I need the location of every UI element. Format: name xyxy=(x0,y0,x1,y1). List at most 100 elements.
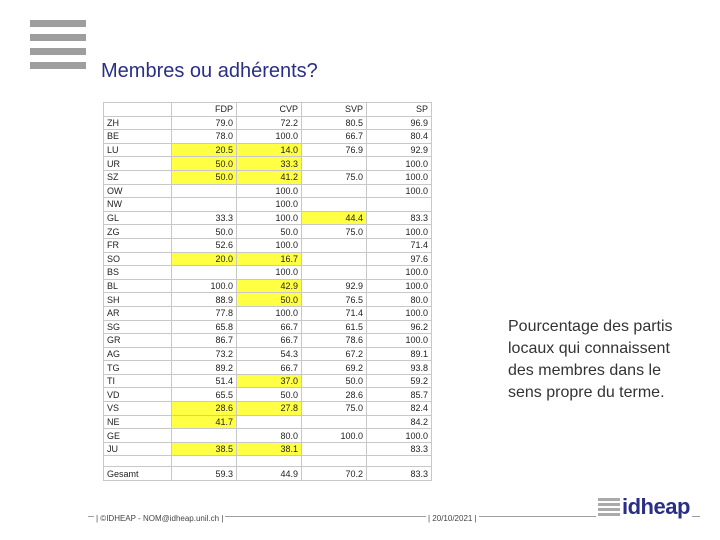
value-cell xyxy=(171,197,237,212)
value-cell xyxy=(236,414,302,430)
value-cell: 100.0 xyxy=(301,428,367,443)
value-cell: 73.2 xyxy=(171,346,237,362)
canton-cell: VS xyxy=(103,401,172,416)
value-cell: 76.9 xyxy=(301,142,367,158)
value-cell: 66.7 xyxy=(236,360,302,375)
value-cell: 83.3 xyxy=(366,441,432,457)
canton-cell: GE xyxy=(103,428,172,443)
value-cell: 66.7 xyxy=(236,333,302,348)
canton-cell: SO xyxy=(103,251,172,267)
value-cell: 71.4 xyxy=(366,237,432,253)
canton-cell: VD xyxy=(103,387,172,403)
value-cell: 100.0 xyxy=(366,169,432,185)
canton-cell: TI xyxy=(103,373,172,389)
value-cell: 82.4 xyxy=(366,401,432,416)
canton-cell: BL xyxy=(103,278,172,294)
canton-cell: GL xyxy=(103,210,172,226)
value-cell: 89.2 xyxy=(171,360,237,375)
value-cell: 75.0 xyxy=(301,169,367,185)
table-row: BL 100.0 42.9 92.9 100.0 xyxy=(103,278,432,294)
canton-cell: BE xyxy=(103,129,172,144)
value-cell: 75.0 xyxy=(301,401,367,416)
value-cell: 54.3 xyxy=(236,346,302,362)
side-note: Pourcentage des partis locaux qui connai… xyxy=(508,318,673,401)
value-cell: 16.7 xyxy=(236,251,302,267)
value-cell: 66.7 xyxy=(236,319,302,335)
value-cell: 100.0 xyxy=(366,183,432,199)
value-cell: 14.0 xyxy=(236,142,302,158)
logo-bars-icon xyxy=(598,498,620,516)
total-value-cell: 44.9 xyxy=(236,466,302,482)
value-cell xyxy=(301,156,367,171)
value-cell: 71.4 xyxy=(301,305,367,321)
value-cell: 75.0 xyxy=(301,224,367,239)
table-header-cell: CVP xyxy=(236,102,302,117)
table-row: AR 77.8 100.0 71.4 100.0 xyxy=(103,305,432,321)
value-cell: 61.5 xyxy=(301,319,367,335)
value-cell: 92.9 xyxy=(366,142,432,158)
table-header-cell: SP xyxy=(366,102,432,117)
value-cell xyxy=(171,265,237,280)
value-cell xyxy=(301,414,367,430)
value-cell: 41.7 xyxy=(171,414,237,430)
table-spacer-row xyxy=(103,455,432,468)
value-cell: 97.6 xyxy=(366,251,432,267)
value-cell: 100.0 xyxy=(236,265,302,280)
table-row: BS 100.0 100.0 xyxy=(103,265,432,280)
table-row: FR 52.6 100.0 71.4 xyxy=(103,237,432,253)
value-cell: 42.9 xyxy=(236,278,302,294)
table-row: SH 88.9 50.0 76.5 80.0 xyxy=(103,292,432,307)
canton-cell: ZH xyxy=(103,115,172,131)
value-cell: 66.7 xyxy=(301,129,367,144)
value-cell: 33.3 xyxy=(171,210,237,226)
table-row: JU 38.5 38.1 83.3 xyxy=(103,441,432,457)
value-cell: 100.0 xyxy=(236,305,302,321)
canton-cell: JU xyxy=(103,441,172,457)
canton-cell: SH xyxy=(103,292,172,307)
value-cell: 88.9 xyxy=(171,292,237,307)
value-cell: 100.0 xyxy=(366,428,432,443)
value-cell: 50.0 xyxy=(301,373,367,389)
value-cell xyxy=(301,197,367,212)
value-cell: 41.2 xyxy=(236,169,302,185)
footer-divider xyxy=(88,516,700,517)
canton-cell: AR xyxy=(103,305,172,321)
value-cell: 79.0 xyxy=(171,115,237,131)
table-row: SO 20.0 16.7 97.6 xyxy=(103,251,432,267)
canton-cell: LU xyxy=(103,142,172,158)
value-cell: 100.0 xyxy=(236,183,302,199)
value-cell: 85.7 xyxy=(366,387,432,403)
table-row: VS 28.6 27.8 75.0 82.4 xyxy=(103,401,432,416)
table-row: NW 100.0 xyxy=(103,197,432,212)
table-row: OW 100.0 100.0 xyxy=(103,183,432,199)
value-cell: 67.2 xyxy=(301,346,367,362)
data-table-container: FDP CVP SVP SP ZH 79.0 72.2 80.5 96.9 BE 78.0 1… xyxy=(103,102,432,482)
total-value-cell: 83.3 xyxy=(366,466,432,482)
value-cell xyxy=(366,197,432,212)
slide-title: Membres ou adhérents? xyxy=(101,60,318,82)
table-row: UR 50.0 33.3 100.0 xyxy=(103,156,432,171)
table-row: SZ 50.0 41.2 75.0 100.0 xyxy=(103,169,432,185)
value-cell: 77.8 xyxy=(171,305,237,321)
value-cell: 59.2 xyxy=(366,373,432,389)
value-cell: 100.0 xyxy=(366,333,432,348)
value-cell: 80.0 xyxy=(236,428,302,443)
canton-cell: SZ xyxy=(103,169,172,185)
value-cell: 50.0 xyxy=(236,224,302,239)
total-value-cell: 70.2 xyxy=(301,466,367,482)
value-cell: 52.6 xyxy=(171,237,237,253)
value-cell: 96.2 xyxy=(366,319,432,335)
value-cell: 28.6 xyxy=(301,387,367,403)
value-cell: 80.4 xyxy=(366,129,432,144)
canton-cell: GR xyxy=(103,333,172,348)
value-cell: 100.0 xyxy=(366,156,432,171)
value-cell: 44.4 xyxy=(301,210,367,226)
value-cell: 50.0 xyxy=(171,169,237,185)
value-cell: 38.5 xyxy=(171,441,237,457)
table-row: NE 41.7 84.2 xyxy=(103,414,432,430)
canton-cell: UR xyxy=(103,156,172,171)
table-total-row: Gesamt 59.3 44.9 70.2 83.3 xyxy=(103,466,432,482)
value-cell: 38.1 xyxy=(236,441,302,457)
table-header-cell: FDP xyxy=(171,102,237,117)
total-value-cell: 59.3 xyxy=(171,466,237,482)
